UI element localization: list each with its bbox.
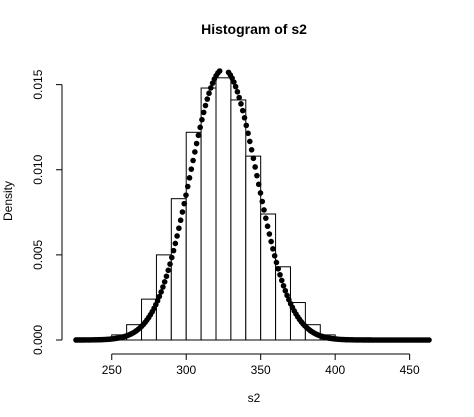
density-point [257,190,264,196]
density-point [266,231,273,237]
density-point [280,282,287,289]
x-axis: 250 300 350 400 450 [102,353,420,377]
density-point [154,297,161,304]
density-point [204,96,211,102]
histogram-bar [185,131,202,341]
density-point [241,115,248,121]
density-point [197,124,203,131]
density-point [243,122,250,129]
density-point [184,183,191,190]
density-point [216,68,223,74]
density-point [268,238,274,245]
density-point [263,215,269,221]
x-tick-label: 400 [325,363,345,377]
density-point [206,90,212,97]
density-point [161,279,168,285]
y-axis: 0.000 0.005 0.010 0.015 [31,69,63,355]
density-point [261,207,267,213]
density-point [248,147,255,153]
y-tick-label: 0.000 [31,325,45,355]
density-point [236,94,242,101]
density-point [193,140,200,147]
x-axis-label: s2 [248,391,261,405]
density-point [177,217,184,224]
density-point [255,181,262,188]
histogram-bar [230,99,247,341]
density-point [208,85,214,91]
density-point [259,198,266,205]
density-point [426,337,432,343]
y-axis-label: Density [1,181,15,221]
density-point [234,89,241,95]
density-point [200,109,207,116]
density-point [160,284,166,290]
density-points [73,68,432,343]
x-tick-label: 300 [176,363,196,377]
density-point [232,83,239,90]
density-point [254,172,260,179]
density-point [186,175,193,181]
histogram-bar [215,77,232,341]
x-tick-label: 250 [102,363,122,377]
density-point [163,273,170,280]
density-point [174,233,180,239]
y-tick-label: 0.010 [31,154,45,184]
histogram-bar [200,87,217,341]
density-point [168,254,175,261]
y-tick-label: 0.005 [31,240,45,270]
density-point [270,246,276,252]
y-tick-label: 0.015 [31,69,45,99]
density-point [181,200,188,207]
density-point [158,289,164,295]
density-point [179,209,186,215]
density-point [278,277,285,284]
density-point [250,155,257,162]
density-point [188,166,195,172]
density-point [195,132,202,139]
density-point [167,261,173,267]
density-point [282,287,289,294]
density-point [247,138,253,145]
density-point [275,265,282,272]
density-point [170,247,177,254]
density-point [238,101,244,107]
density-point [239,107,246,114]
density-point [192,149,198,155]
density-point [273,259,280,266]
density-point [156,293,163,300]
density-point [176,225,182,232]
density-point [264,223,271,230]
density-point [199,116,205,123]
density-point [172,240,179,247]
density-point [277,271,283,278]
density-point [231,79,237,85]
chart-title: Histogram of s2 [201,21,307,37]
density-point [183,192,189,198]
density-point [165,267,172,274]
density-point [190,157,196,164]
density-point [271,253,278,259]
histogram-bars [111,77,351,341]
x-tick-label: 350 [251,363,271,377]
density-point [284,292,290,299]
density-point [252,164,258,170]
density-point [245,130,251,137]
x-tick-label: 450 [400,363,420,377]
density-point [202,102,209,109]
